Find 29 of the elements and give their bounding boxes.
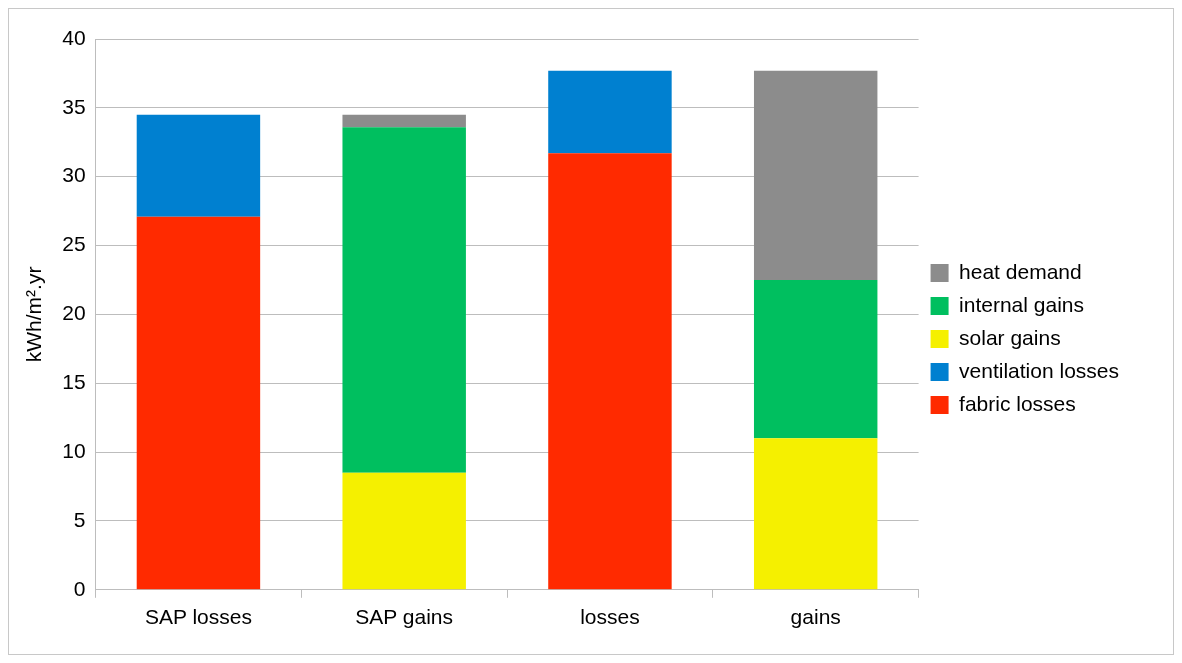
bar (548, 153, 672, 590)
bar (753, 70, 878, 280)
bar (136, 216, 261, 590)
x-tick-label: losses (580, 605, 640, 629)
bar (548, 70, 672, 154)
bar (753, 279, 878, 439)
x-tick-label: SAP losses (144, 605, 252, 629)
y-axis-title: kWh/m².yr (22, 266, 46, 363)
bar (342, 114, 466, 128)
y-tick-label: 15 (62, 370, 86, 394)
legend-label: fabric losses (959, 391, 1076, 415)
bar (753, 438, 878, 590)
legend-label: internal gains (959, 292, 1084, 316)
y-tick-label: 10 (62, 438, 86, 462)
y-tick-label: 40 (62, 25, 86, 49)
y-tick-label: 30 (62, 163, 86, 187)
y-tick-label: 25 (62, 232, 86, 256)
bar (136, 114, 261, 217)
bar (342, 127, 466, 473)
x-tick-label: SAP gains (355, 605, 454, 629)
y-tick-label: 5 (73, 507, 86, 531)
legend-label: ventilation losses (959, 358, 1119, 382)
legend-label: heat demand (959, 259, 1082, 283)
y-tick-label: 20 (62, 301, 86, 325)
legend-label: solar gains (959, 325, 1061, 349)
y-tick-label: 35 (62, 94, 86, 118)
y-tick-label: 0 (73, 576, 86, 600)
x-tick-label: gains (790, 605, 841, 629)
bar (342, 472, 466, 590)
